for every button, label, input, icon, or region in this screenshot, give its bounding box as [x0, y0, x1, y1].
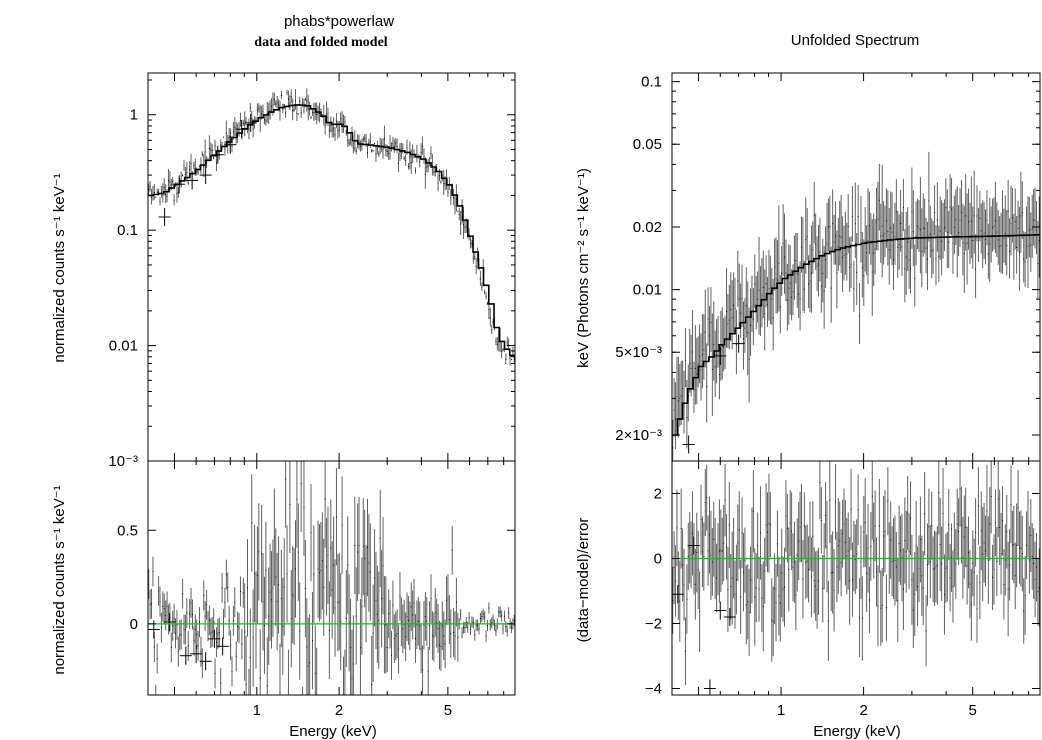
- y-tick-label: 0.05: [633, 136, 662, 153]
- y-tick-label: 0: [654, 551, 662, 568]
- data-point: [714, 601, 727, 620]
- data-point: [163, 612, 176, 631]
- y-tick-label: 0.5: [117, 522, 138, 539]
- y-tick-label: −2: [645, 616, 662, 633]
- plot-area: [148, 461, 515, 695]
- y-tick-label: 0: [130, 616, 138, 633]
- right-xlabel: Energy (keV): [813, 723, 901, 740]
- y-tick-label: 2×10⁻³: [615, 427, 662, 444]
- x-tick-label: 1: [253, 702, 261, 719]
- y-tick-label: 0.1: [117, 222, 138, 239]
- right-top-ylabel: keV (Photons cm⁻² s⁻¹ keV⁻¹): [575, 168, 592, 368]
- panel-left-top: 1 0.1 0.01 10⁻³: [108, 72, 516, 470]
- plot-area: [672, 151, 1040, 461]
- y-tick-label: 5×10⁻³: [615, 344, 662, 361]
- x-tick-label: 5: [444, 702, 452, 719]
- y-tick-label: 0.02: [633, 219, 662, 236]
- plot-frame: [147, 72, 516, 462]
- data-point: [687, 536, 700, 555]
- data-point: [179, 646, 192, 665]
- plot-frame: [147, 460, 516, 696]
- plot-area: [148, 88, 515, 366]
- left-bottom-ylabel: normalized counts s⁻¹ keV⁻¹: [51, 485, 68, 674]
- y-tick-label: −4: [645, 681, 662, 698]
- data-point: [723, 608, 736, 626]
- data-point: [732, 334, 745, 353]
- data-point: [158, 208, 171, 227]
- left-top-ylabel: normalized counts s⁻¹ keV⁻¹: [51, 173, 68, 362]
- data-point: [199, 652, 212, 671]
- data-point: [672, 585, 684, 604]
- panel-right-top: 0.1 0.05 0.02 0.01 5×10⁻³ 2×10⁻³: [615, 72, 1041, 462]
- x-tick-label: 2: [335, 702, 343, 719]
- x-tick-label: 5: [969, 702, 977, 719]
- model-line: [148, 104, 515, 361]
- plot-frame: [671, 72, 1041, 462]
- left-subtitle: data and folded model: [254, 35, 388, 50]
- left-title: phabs*powerlaw: [284, 13, 394, 30]
- model-line: [672, 233, 1040, 436]
- right-title: Unfolded Spectrum: [791, 32, 919, 49]
- data-point: [190, 644, 203, 663]
- panel-right-bottom: 1 2 5 2 0 −2 −4: [645, 460, 1041, 719]
- plot-frame: [671, 460, 1041, 696]
- left-xlabel: Energy (keV): [289, 723, 377, 740]
- y-tick-label: 0.1: [641, 74, 662, 91]
- y-tick-label: 0.01: [633, 282, 662, 299]
- data-point: [244, 113, 257, 132]
- data-point: [208, 629, 221, 648]
- y-tick-label: 10⁻³: [108, 453, 138, 470]
- y-tick-label: 1: [130, 107, 138, 124]
- x-tick-label: 2: [859, 702, 867, 719]
- y-tick-label: 2: [654, 486, 662, 503]
- right-bottom-ylabel: (data−model)/error: [575, 518, 592, 643]
- y-tick-label: 0.01: [109, 338, 138, 355]
- x-tick-label: 1: [777, 702, 785, 719]
- data-point: [211, 145, 224, 164]
- data-point: [216, 637, 229, 656]
- data-point: [199, 166, 212, 185]
- panel-left-bottom: 1 2 5 0.5 0: [117, 460, 516, 719]
- data-point: [714, 346, 727, 365]
- data-point: [148, 620, 160, 639]
- data-point: [682, 435, 695, 454]
- plot-area: [672, 461, 1040, 695]
